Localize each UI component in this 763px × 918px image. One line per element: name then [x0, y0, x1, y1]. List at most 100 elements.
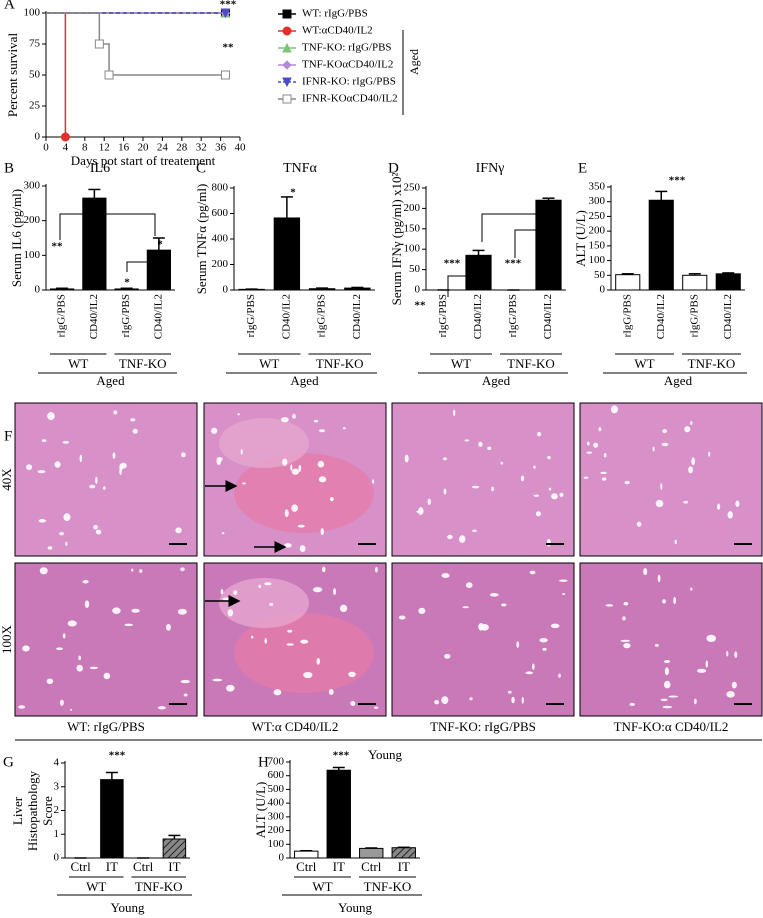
group-label: Aged: [664, 373, 693, 388]
x-tick-label: CD40/IL2: [152, 294, 164, 339]
group-label: Young: [110, 900, 145, 915]
vessel: [471, 485, 480, 489]
vessel: [533, 494, 540, 497]
y-tick-label: 200: [268, 824, 285, 836]
group-label: WT: [451, 356, 471, 371]
vessel: [95, 529, 102, 535]
x-tick-label: 40: [235, 142, 247, 154]
x-tick-label: rIgG/PBS: [688, 294, 700, 337]
vessel: [227, 609, 234, 617]
vessel: [56, 647, 63, 651]
y-tick-label: 50: [409, 263, 421, 275]
x-tick-label: IT: [333, 859, 345, 874]
bar: [359, 847, 384, 859]
bar: [615, 274, 641, 291]
vessel: [269, 602, 274, 606]
group-label: TNF-KO: [316, 356, 364, 371]
error-bar: [542, 197, 555, 201]
x-tick-label: Ctrl: [133, 859, 154, 874]
vessel: [89, 484, 96, 489]
vessel: [339, 604, 348, 613]
vessel: [63, 513, 71, 522]
vessel: [558, 673, 561, 678]
vessel: [683, 500, 689, 504]
bar: [294, 850, 319, 859]
panel-letter: F: [4, 428, 12, 444]
vessel: [212, 678, 223, 682]
legend-group-label: Aged: [407, 49, 421, 75]
y-axis-label: Percent survival: [5, 33, 20, 118]
vessel: [562, 593, 566, 596]
vessel: [531, 663, 535, 670]
vessel: [593, 442, 599, 448]
vessel: [62, 440, 70, 444]
bar: [308, 288, 336, 291]
significance: *: [124, 277, 130, 289]
group-label: TNF-KO: [119, 356, 167, 371]
vessel: [130, 418, 136, 422]
y-tick-label: 150: [589, 239, 606, 251]
necrosis: [234, 453, 374, 533]
vessel: [297, 524, 305, 528]
legend-label: TNF-KO: rIgG/PBS: [302, 42, 392, 54]
vessel: [222, 597, 231, 601]
vessel: [533, 465, 536, 469]
error-bar: [105, 771, 118, 780]
vessel: [652, 446, 655, 452]
vessel: [478, 441, 483, 447]
vessel: [441, 573, 450, 579]
vessel: [478, 622, 484, 631]
vessel: [735, 500, 740, 507]
legend-label: WT:αCD40/IL2: [302, 25, 373, 37]
legend-swatch: [282, 9, 292, 19]
vessel: [46, 678, 54, 685]
vessel: [321, 566, 326, 573]
vessel: [507, 690, 512, 694]
vessel: [300, 639, 309, 644]
point: [220, 70, 230, 80]
vessel: [103, 486, 106, 490]
vessel: [663, 680, 671, 689]
x-tick-label: 0: [43, 142, 49, 154]
vessel: [525, 671, 534, 675]
y-axis-label: Serum IFNγ (pg/ml) x10²: [389, 173, 404, 306]
y-tick-label: 50: [594, 269, 606, 281]
necrosis: [219, 578, 309, 628]
vessel: [511, 696, 515, 704]
vessel: [601, 477, 607, 481]
y-tick-label: 0: [279, 852, 285, 864]
y-axis-label-box: Liver Histopathology Score: [10, 770, 55, 850]
vessel: [539, 637, 548, 643]
legend-swatch: [282, 77, 292, 88]
vessel: [472, 529, 477, 533]
vessel: [103, 672, 111, 680]
vessel: [303, 671, 313, 679]
vessel: [119, 467, 122, 476]
vessel: [290, 464, 293, 471]
bar: [326, 769, 351, 859]
vessel: [688, 466, 693, 474]
x-tick-label: rIgG/PBS: [245, 294, 257, 337]
vessel: [516, 641, 520, 648]
x-tick-label: IT: [168, 859, 180, 874]
x-tick-label: rIgG/PBS: [120, 294, 132, 337]
x-tick-label: Ctrl: [71, 859, 92, 874]
vessel: [598, 427, 602, 432]
vessel: [464, 439, 470, 442]
legend-label: TNF-KOαCD40/IL2: [302, 59, 393, 71]
error-bar: [120, 287, 133, 290]
vessel: [654, 643, 659, 647]
vessel: [657, 574, 661, 583]
vessel: [233, 590, 238, 596]
vessel: [690, 421, 693, 425]
panel-letter: B: [4, 160, 14, 176]
significance: *: [290, 187, 296, 199]
vessel: [447, 534, 453, 540]
x-tick-label: 32: [196, 142, 207, 154]
error-bar: [472, 249, 485, 256]
y-tick-label: 400: [212, 233, 229, 245]
vessel: [95, 476, 98, 485]
x-tick-label: IT: [106, 859, 118, 874]
vessel: [427, 498, 431, 505]
